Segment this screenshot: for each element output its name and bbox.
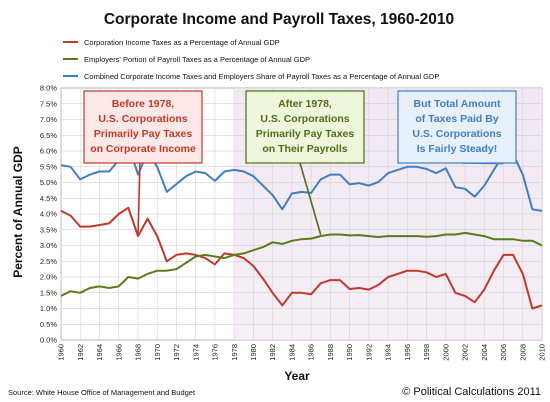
y-axis-label: Percent of Annual GDP <box>11 146 25 278</box>
y-tick-label: 6.0% <box>40 147 57 156</box>
annotation-line: of Taxes Paid By <box>415 113 498 125</box>
legend-label-employer-payroll: Employers' Portion of Payroll Taxes as a… <box>84 55 310 64</box>
credit-note: © Political Calculations 2011 <box>402 386 541 398</box>
series-line-combined <box>60 143 543 212</box>
chart-title: Corporate Income and Payroll Taxes, 1960… <box>104 11 454 28</box>
x-tick-label: 1986 <box>307 344 316 361</box>
x-tick-label: 2008 <box>518 344 527 361</box>
annotation-line: After 1978, <box>278 98 332 110</box>
x-axis-label: Year <box>284 369 310 383</box>
source-note: Source: White House Office of Management… <box>8 388 196 397</box>
y-tick-label: 5.0% <box>40 178 57 187</box>
y-tick-label: 4.0% <box>40 210 57 219</box>
y-tick-label: 0.0% <box>40 336 57 345</box>
y-tick-label: 3.0% <box>40 241 57 250</box>
y-tick-label: 5.5% <box>40 162 57 171</box>
x-tick-label: 1984 <box>287 344 296 361</box>
x-tick-label: 2002 <box>461 344 470 361</box>
x-tick-label: 2010 <box>538 344 547 361</box>
y-tick-label: 0.5% <box>40 320 57 329</box>
annotation-after-1978: After 1978, U.S. Corporations Primarily Pa… <box>245 90 365 236</box>
x-tick-label: 2004 <box>480 344 489 361</box>
x-tick-label: 1972 <box>172 344 181 361</box>
annotation-line: Primarily Pay Taxes <box>256 128 355 140</box>
y-tick-label: 6.5% <box>40 131 57 140</box>
annotation-total-steady: But Total Amount of Taxes Paid By U.S. Cor… <box>397 90 517 165</box>
annotation-line: on Corporate Income <box>90 143 196 155</box>
annotation-before-1978: Before 1978, U.S. Corporations Primarily P… <box>83 90 203 237</box>
annotation-line: U.S. Corporations <box>98 113 187 125</box>
annotation-box <box>397 90 517 164</box>
legend: Corporation Income Taxes as a Percentage… <box>63 38 439 81</box>
y-tick-label: 2.0% <box>40 273 57 282</box>
annotation-line: Is Fairly Steady! <box>417 143 498 155</box>
annotation-arrow <box>299 162 322 236</box>
x-tick-label: 2000 <box>441 344 450 361</box>
annotation-box <box>245 90 365 164</box>
y-tick-label: 4.5% <box>40 194 57 203</box>
legend-label-corporate-income: Corporation Income Taxes as a Percentage… <box>84 38 280 47</box>
annotation-box <box>83 90 203 164</box>
y-tick-label: 1.0% <box>40 304 57 313</box>
x-tick-label: 1964 <box>95 344 104 361</box>
x-tick-label: 1968 <box>134 344 143 361</box>
x-tick-label: 1970 <box>153 344 162 361</box>
series-line-employer-payroll <box>60 231 543 297</box>
x-tick-label: 1996 <box>403 344 412 361</box>
x-tick-label: 1976 <box>211 344 220 361</box>
legend-label-combined: Combined Corporate Income Taxes and Empl… <box>84 72 439 81</box>
x-tick-label: 1962 <box>76 344 85 361</box>
x-tick-label: 1990 <box>345 344 354 361</box>
y-tick-label: 2.5% <box>40 257 57 266</box>
x-tick-label: 2006 <box>499 344 508 361</box>
series-line-corporate-income <box>60 206 543 310</box>
annotation-line: U.S. Corporations <box>260 113 349 125</box>
x-tick-label: 1974 <box>191 344 200 361</box>
x-tick-label: 1982 <box>268 344 277 361</box>
y-tick-label: 7.0% <box>40 115 57 124</box>
x-tick-label: 1966 <box>114 344 123 361</box>
annotation-line: on Their Payrolls <box>262 143 347 155</box>
y-tick-label: 3.5% <box>40 225 57 234</box>
x-tick-label: 1960 <box>57 344 66 361</box>
x-tick-label: 1998 <box>422 344 431 361</box>
x-tick-label: 1994 <box>384 344 393 361</box>
annotation-arrow <box>137 162 141 237</box>
y-tick-label: 7.5% <box>40 99 57 108</box>
annotation-line: U.S. Corporations <box>412 128 501 140</box>
y-tick-label: 1.5% <box>40 288 57 297</box>
annotation-line: But Total Amount <box>414 98 501 110</box>
x-tick-label: 1980 <box>249 344 258 361</box>
annotation-line: Before 1978, <box>112 98 175 110</box>
x-tick-label: 1992 <box>364 344 373 361</box>
annotation-line: Primarily Pay Taxes <box>94 128 193 140</box>
x-tick-label: 1988 <box>326 344 335 361</box>
x-tick-label: 1978 <box>230 344 239 361</box>
y-tick-label: 8.0% <box>40 84 57 93</box>
